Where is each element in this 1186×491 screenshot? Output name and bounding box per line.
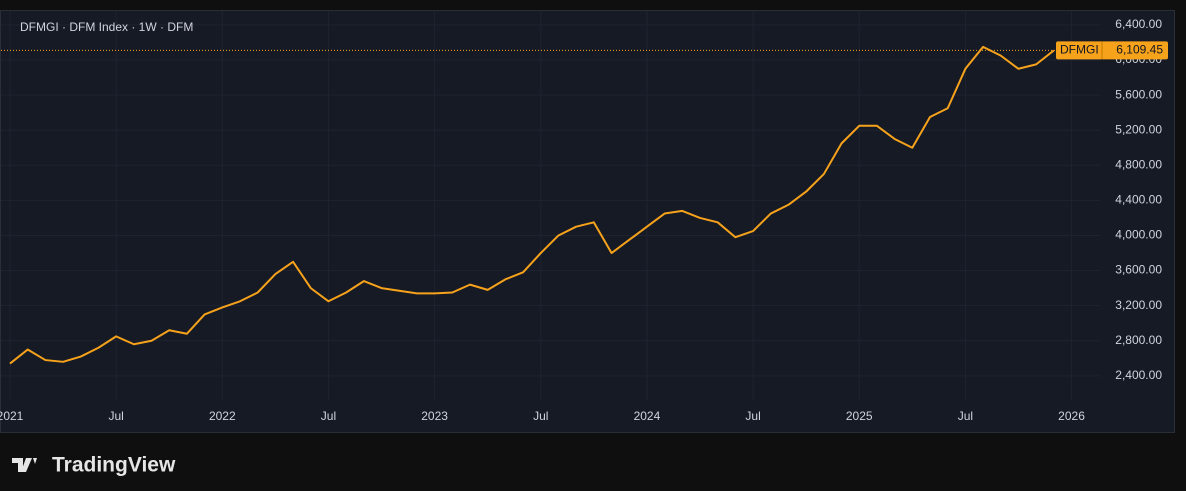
series-tag-bg bbox=[1056, 41, 1168, 60]
y-tick-label: 5,600.00 bbox=[1115, 87, 1162, 101]
x-tick-label: Jul bbox=[745, 409, 760, 423]
y-tick-label: 3,600.00 bbox=[1115, 263, 1162, 277]
x-tick-label: 2021 bbox=[0, 409, 24, 423]
y-tick-label: 6,400.00 bbox=[1115, 17, 1162, 31]
x-tick-label: 2022 bbox=[209, 409, 236, 423]
x-tick-label: Jul bbox=[321, 409, 336, 423]
x-tick-label: Jul bbox=[108, 409, 123, 423]
y-tick-label: 2,400.00 bbox=[1115, 368, 1162, 382]
x-tick-label: 2023 bbox=[421, 409, 448, 423]
y-tick-label: 4,400.00 bbox=[1115, 193, 1162, 207]
y-tick-label: 5,200.00 bbox=[1115, 122, 1162, 136]
chart-title: DFMGI · DFM Index · 1W · DFM bbox=[20, 20, 193, 34]
x-tick-label: 2026 bbox=[1058, 409, 1085, 423]
x-tick-label: Jul bbox=[958, 409, 973, 423]
grid bbox=[1, 11, 1100, 400]
price-line bbox=[9, 45, 1055, 365]
y-tick-label: 4,800.00 bbox=[1115, 157, 1162, 171]
x-tick-label: Jul bbox=[533, 409, 548, 423]
y-tick-label: 4,000.00 bbox=[1115, 228, 1162, 242]
last-price-label: 6,109.45 bbox=[1116, 43, 1163, 57]
brand: TradingView bbox=[52, 454, 176, 477]
x-tick-label: 2025 bbox=[846, 409, 873, 423]
legend-label: DFMGI bbox=[1060, 43, 1099, 57]
logo-icon bbox=[12, 458, 37, 472]
y-tick-label: 2,800.00 bbox=[1115, 333, 1162, 347]
y-tick-label: 3,200.00 bbox=[1115, 298, 1162, 312]
chart-panel bbox=[0, 10, 1175, 433]
x-tick-label: 2024 bbox=[634, 409, 661, 423]
logo bbox=[12, 458, 37, 472]
